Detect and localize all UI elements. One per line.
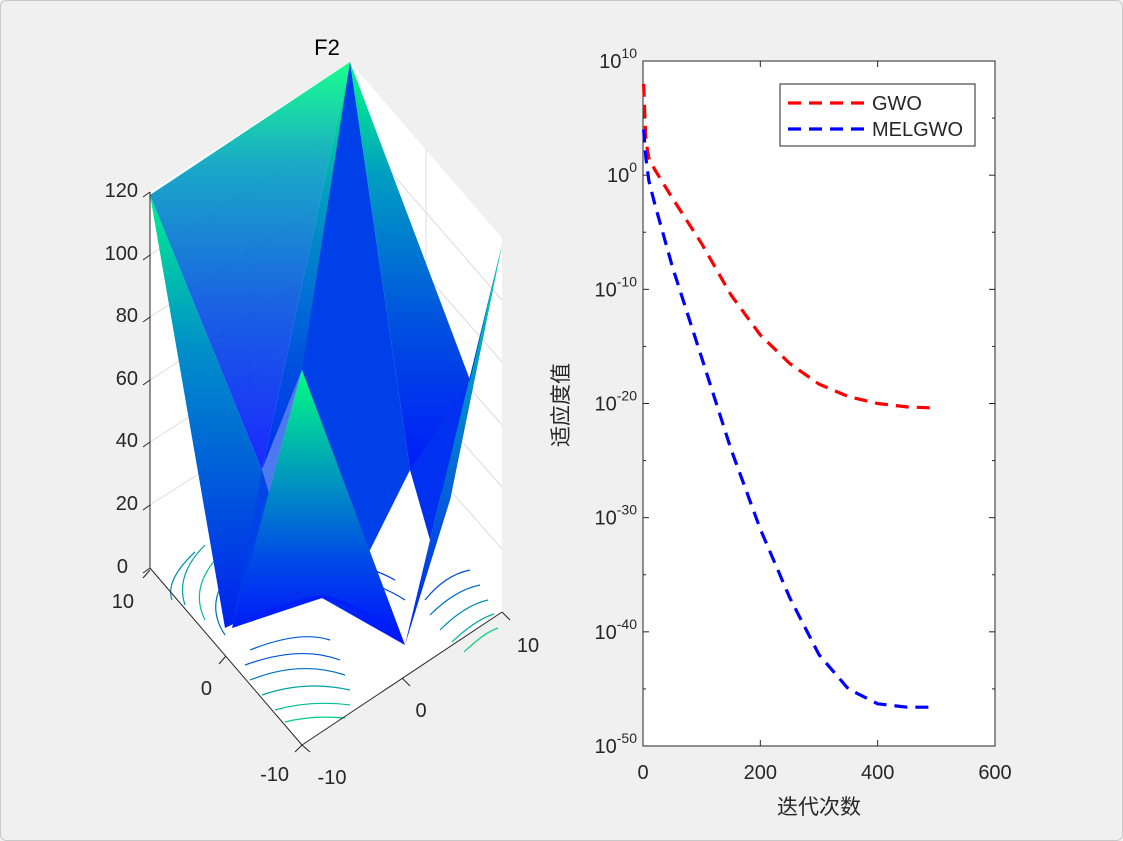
x-axis-label: 迭代次数: [777, 795, 861, 819]
x-tick-label: 10: [517, 635, 539, 657]
surface-title: F2: [314, 35, 340, 60]
x-tick-labels: 0 200 400 600: [637, 762, 1011, 784]
legend-label-gwo: GWO: [872, 93, 922, 115]
z-tick-label: 0: [117, 556, 128, 578]
y-tick-label: 10-50: [595, 730, 638, 758]
y-tick-base: 10: [595, 279, 617, 301]
z-tick-label: 40: [116, 430, 138, 452]
axis-ticks: [142, 191, 511, 753]
y-tick-exponent: -30: [617, 502, 637, 518]
y-tick-label: 10-20: [595, 388, 638, 416]
plot-area: [642, 60, 996, 747]
z-tick-label: 60: [116, 368, 138, 390]
x-tick-label: -10: [318, 767, 347, 789]
y-tick-exponent: -20: [617, 388, 637, 404]
x-tick-label: 200: [744, 762, 777, 784]
z-tick-label: 80: [116, 305, 138, 327]
y-tick-exponent: -50: [617, 730, 637, 746]
surface-plot: 0 20 40 60 80 100 120 10 0 -10 -10 0 10 …: [105, 35, 540, 789]
y-tick-base: 10: [595, 394, 617, 416]
series-lines: [642, 83, 937, 709]
series-line-gwo: [642, 83, 937, 410]
tick-marks: [642, 60, 996, 747]
y-tick-label: 100: [607, 159, 637, 187]
y-tick-base: 10: [599, 51, 621, 73]
y-tick-base: 10: [595, 622, 617, 644]
y-tick-base: 10: [607, 165, 629, 187]
y-tick-base: 10: [595, 508, 617, 530]
x-tick-label: 600: [978, 762, 1011, 784]
z-tick-label: 120: [105, 180, 138, 202]
floor-contours: [170, 544, 499, 723]
legend-label-melgwo: MELGWO: [872, 119, 963, 141]
y-tick-base: 10: [595, 736, 617, 758]
x-tick-label: 0: [415, 700, 426, 722]
y-axis-label: 适应度值: [549, 363, 573, 447]
legend-box: [779, 83, 976, 147]
y-tick-exponent: 0: [629, 159, 637, 175]
x-tick-label: 400: [861, 762, 894, 784]
z-tick-label: 20: [116, 493, 138, 515]
legend: GWO MELGWO: [779, 83, 976, 147]
y-tick-label: 10-10: [595, 273, 638, 301]
z-tick-label: 100: [105, 243, 138, 265]
y-tick-exponent: -40: [617, 616, 637, 632]
y-tick-label: -10: [260, 764, 289, 786]
y-tick-exponent: 10: [621, 45, 637, 61]
y-tick-exponent: -10: [617, 273, 637, 289]
y-tick-label: 10-40: [595, 616, 638, 644]
y-tick-label: 0: [201, 678, 212, 700]
surface-mesh: [150, 62, 502, 645]
y-tick-label: 10-30: [595, 502, 638, 530]
y-tick-label: 10: [112, 591, 134, 613]
y-tick-label: 1010: [599, 45, 637, 73]
x-tick-label: 0: [637, 762, 648, 784]
